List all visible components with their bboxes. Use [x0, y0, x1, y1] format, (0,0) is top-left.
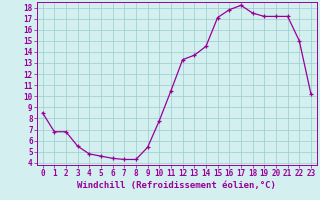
X-axis label: Windchill (Refroidissement éolien,°C): Windchill (Refroidissement éolien,°C): [77, 181, 276, 190]
